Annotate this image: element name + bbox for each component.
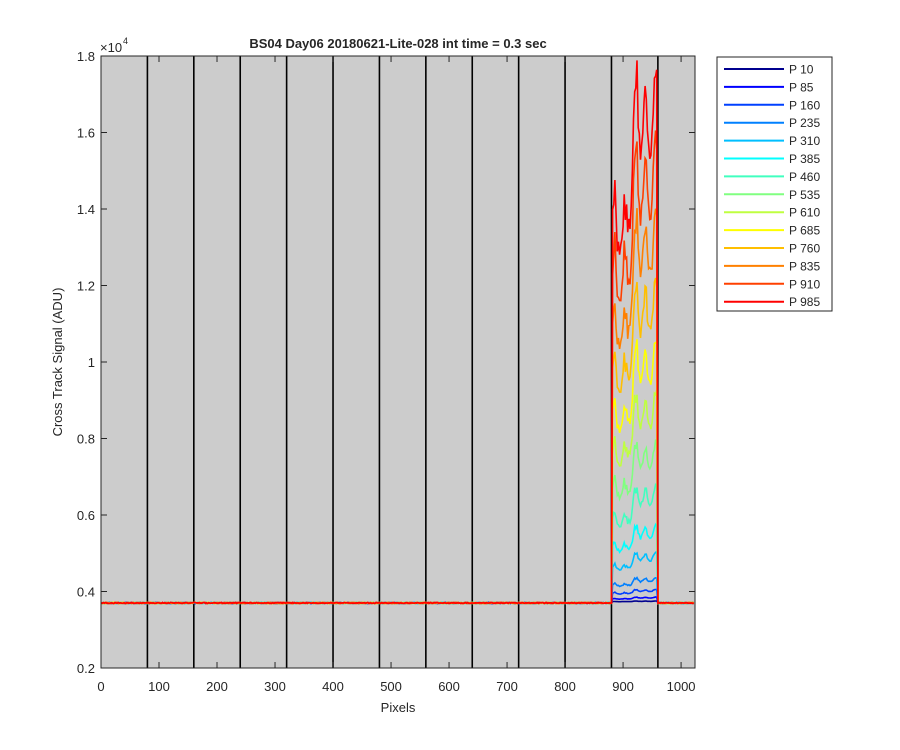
legend-label: P 685 [789, 224, 820, 238]
y-tick-label: 0.2 [77, 661, 95, 676]
x-axis-label: Pixels [381, 700, 416, 715]
x-tick-label: 500 [380, 679, 402, 694]
x-tick-label: 200 [206, 679, 228, 694]
vertical-markers [146, 56, 659, 668]
legend-label: P 535 [789, 188, 820, 202]
plot-background [101, 56, 695, 668]
x-tick-label: 100 [148, 679, 170, 694]
x-tick-label: 1000 [667, 679, 696, 694]
y-tick-label: 0.4 [77, 585, 95, 600]
y-tick-label: 0.8 [77, 432, 95, 447]
x-tick-label: 300 [264, 679, 286, 694]
chart-title: BS04 Day06 20180621-Lite-028 int time = … [249, 36, 546, 51]
x-axis: 0 100 200 300 400 500 600 700 800 900 1000 [97, 56, 696, 694]
y-tick-label: 1.6 [77, 126, 95, 141]
x-tick-label: 600 [438, 679, 460, 694]
legend-label: P 910 [789, 277, 820, 291]
legend-label: P 310 [789, 134, 820, 148]
legend-label: P 160 [789, 98, 820, 112]
legend-label: P 10 [789, 63, 814, 77]
legend-label: P 610 [789, 206, 820, 220]
legend: P 10 P 85 P 160 P 235 P 310 P 385 P 460 P 535 P … [716, 56, 833, 312]
y-tick-label: 0.6 [77, 508, 95, 523]
x-tick-label: 700 [496, 679, 518, 694]
y-exponent-power: 4 [123, 36, 128, 46]
legend-label: P 385 [789, 152, 820, 166]
legend-label: P 985 [789, 295, 820, 309]
legend-label: P 835 [789, 259, 820, 273]
legend-label: P 760 [789, 242, 820, 256]
y-tick-label: 1.8 [77, 49, 95, 64]
legend-label: P 460 [789, 170, 820, 184]
x-tick-label: 900 [612, 679, 634, 694]
y-tick-label: 1.2 [77, 279, 95, 294]
y-axis: 0.2 0.4 0.6 0.8 1 1.2 1.4 1.6 1.8 [77, 49, 695, 676]
y-tick-label: 1.4 [77, 202, 95, 217]
x-tick-label: 400 [322, 679, 344, 694]
x-tick-label: 0 [97, 679, 104, 694]
legend-box [716, 56, 833, 312]
legend-label: P 235 [789, 116, 820, 130]
y-axis-label: Cross Track Signal (ADU) [50, 288, 65, 437]
series-line-p-985 [100, 60, 694, 605]
series-lines [100, 60, 695, 605]
legend-label: P 85 [789, 80, 814, 94]
x-tick-label: 800 [554, 679, 576, 694]
y-tick-label: 1 [88, 355, 95, 370]
y-exponent-base: ×10 [100, 40, 122, 55]
